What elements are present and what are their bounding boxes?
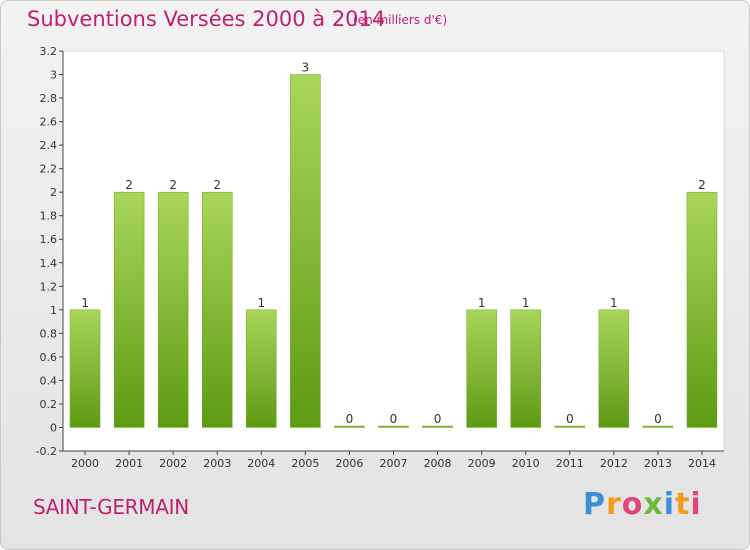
y-tick-label: 0.8: [40, 327, 58, 340]
data-label-2000: 1: [81, 296, 89, 310]
x-tick-label-2005: 2005: [291, 457, 319, 470]
data-label-2010: 1: [522, 296, 530, 310]
bar-2001: [113, 191, 145, 428]
data-label-2005: 3: [302, 61, 310, 75]
y-tick-label: 1: [50, 304, 57, 317]
y-tick-label: 0: [50, 421, 57, 434]
x-tick-label-2012: 2012: [600, 457, 628, 470]
bar-2011: [554, 425, 586, 428]
x-tick-label-2007: 2007: [380, 457, 408, 470]
logo-letter: x: [643, 487, 664, 522]
y-tick-label: -0.2: [36, 445, 57, 458]
y-tick-label: 1.8: [40, 210, 58, 223]
y-tick-label: 0.2: [40, 398, 58, 411]
x-tick-label-2000: 2000: [71, 457, 99, 470]
logo-letter: i: [663, 487, 676, 522]
y-tick-label: 3: [50, 69, 57, 82]
commune-name: SAINT-GERMAIN: [33, 495, 189, 519]
y-tick-label: 2.2: [40, 163, 58, 176]
bar-2012: [598, 309, 630, 428]
data-label-2011: 0: [566, 412, 574, 426]
logo-letter: r: [606, 487, 622, 522]
y-tick-label: 3.2: [40, 45, 58, 58]
chart-unit: (en milliers d'€): [353, 13, 448, 27]
y-tick-label: 1.2: [40, 280, 58, 293]
data-label-2009: 1: [478, 296, 486, 310]
x-tick-label-2009: 2009: [468, 457, 496, 470]
bar-2003: [201, 191, 233, 428]
data-label-2004: 1: [257, 296, 265, 310]
logo-letter: i: [690, 487, 702, 522]
x-tick-label-2013: 2013: [644, 457, 672, 470]
data-label-2008: 0: [434, 412, 442, 426]
x-tick-label-2004: 2004: [247, 457, 275, 470]
y-tick-label: 2.4: [40, 139, 58, 152]
x-tick-label-2011: 2011: [556, 457, 584, 470]
logo-letter: P: [583, 487, 606, 522]
data-label-2007: 0: [390, 412, 398, 426]
y-tick-label: 1.4: [40, 257, 58, 270]
data-label-2002: 2: [169, 178, 177, 192]
bar-2009: [466, 309, 497, 428]
bar-2006: [334, 425, 365, 428]
bar-2007: [378, 425, 409, 428]
bar-2000: [69, 309, 101, 428]
y-tick-label: 0.6: [40, 351, 58, 364]
bar-2002: [157, 191, 189, 428]
bar-2014: [686, 191, 718, 428]
x-tick-label-2010: 2010: [512, 457, 540, 470]
x-tick-label-2002: 2002: [159, 457, 187, 470]
y-tick-label: 2.6: [40, 116, 58, 129]
data-label-2003: 2: [213, 178, 221, 192]
x-tick-label-2006: 2006: [335, 457, 363, 470]
proxiti-logo: Proxiti: [583, 487, 702, 522]
data-label-2001: 2: [125, 178, 133, 192]
y-tick-label: 1.6: [40, 233, 58, 246]
bar-2008: [422, 425, 453, 428]
y-tick-label: 2: [50, 186, 57, 199]
data-label-2006: 0: [346, 412, 354, 426]
bar-2010: [510, 309, 541, 428]
logo-letter: o: [621, 487, 644, 522]
y-tick-label: 2.8: [40, 92, 58, 105]
logo-letter: t: [675, 487, 691, 522]
x-tick-label-2008: 2008: [424, 457, 452, 470]
data-label-2012: 1: [610, 296, 618, 310]
data-label-2014: 2: [698, 178, 706, 192]
bar-2004: [246, 309, 277, 428]
x-tick-label-2014: 2014: [688, 457, 716, 470]
chart-title: Subventions Versées 2000 à 2014: [27, 7, 386, 31]
y-tick-label: 0.4: [40, 374, 58, 387]
x-tick-label-2003: 2003: [203, 457, 231, 470]
x-tick-label-2001: 2001: [115, 457, 143, 470]
data-label-2013: 0: [654, 412, 662, 426]
bar-2013: [642, 425, 674, 428]
bar-2005: [290, 74, 321, 428]
